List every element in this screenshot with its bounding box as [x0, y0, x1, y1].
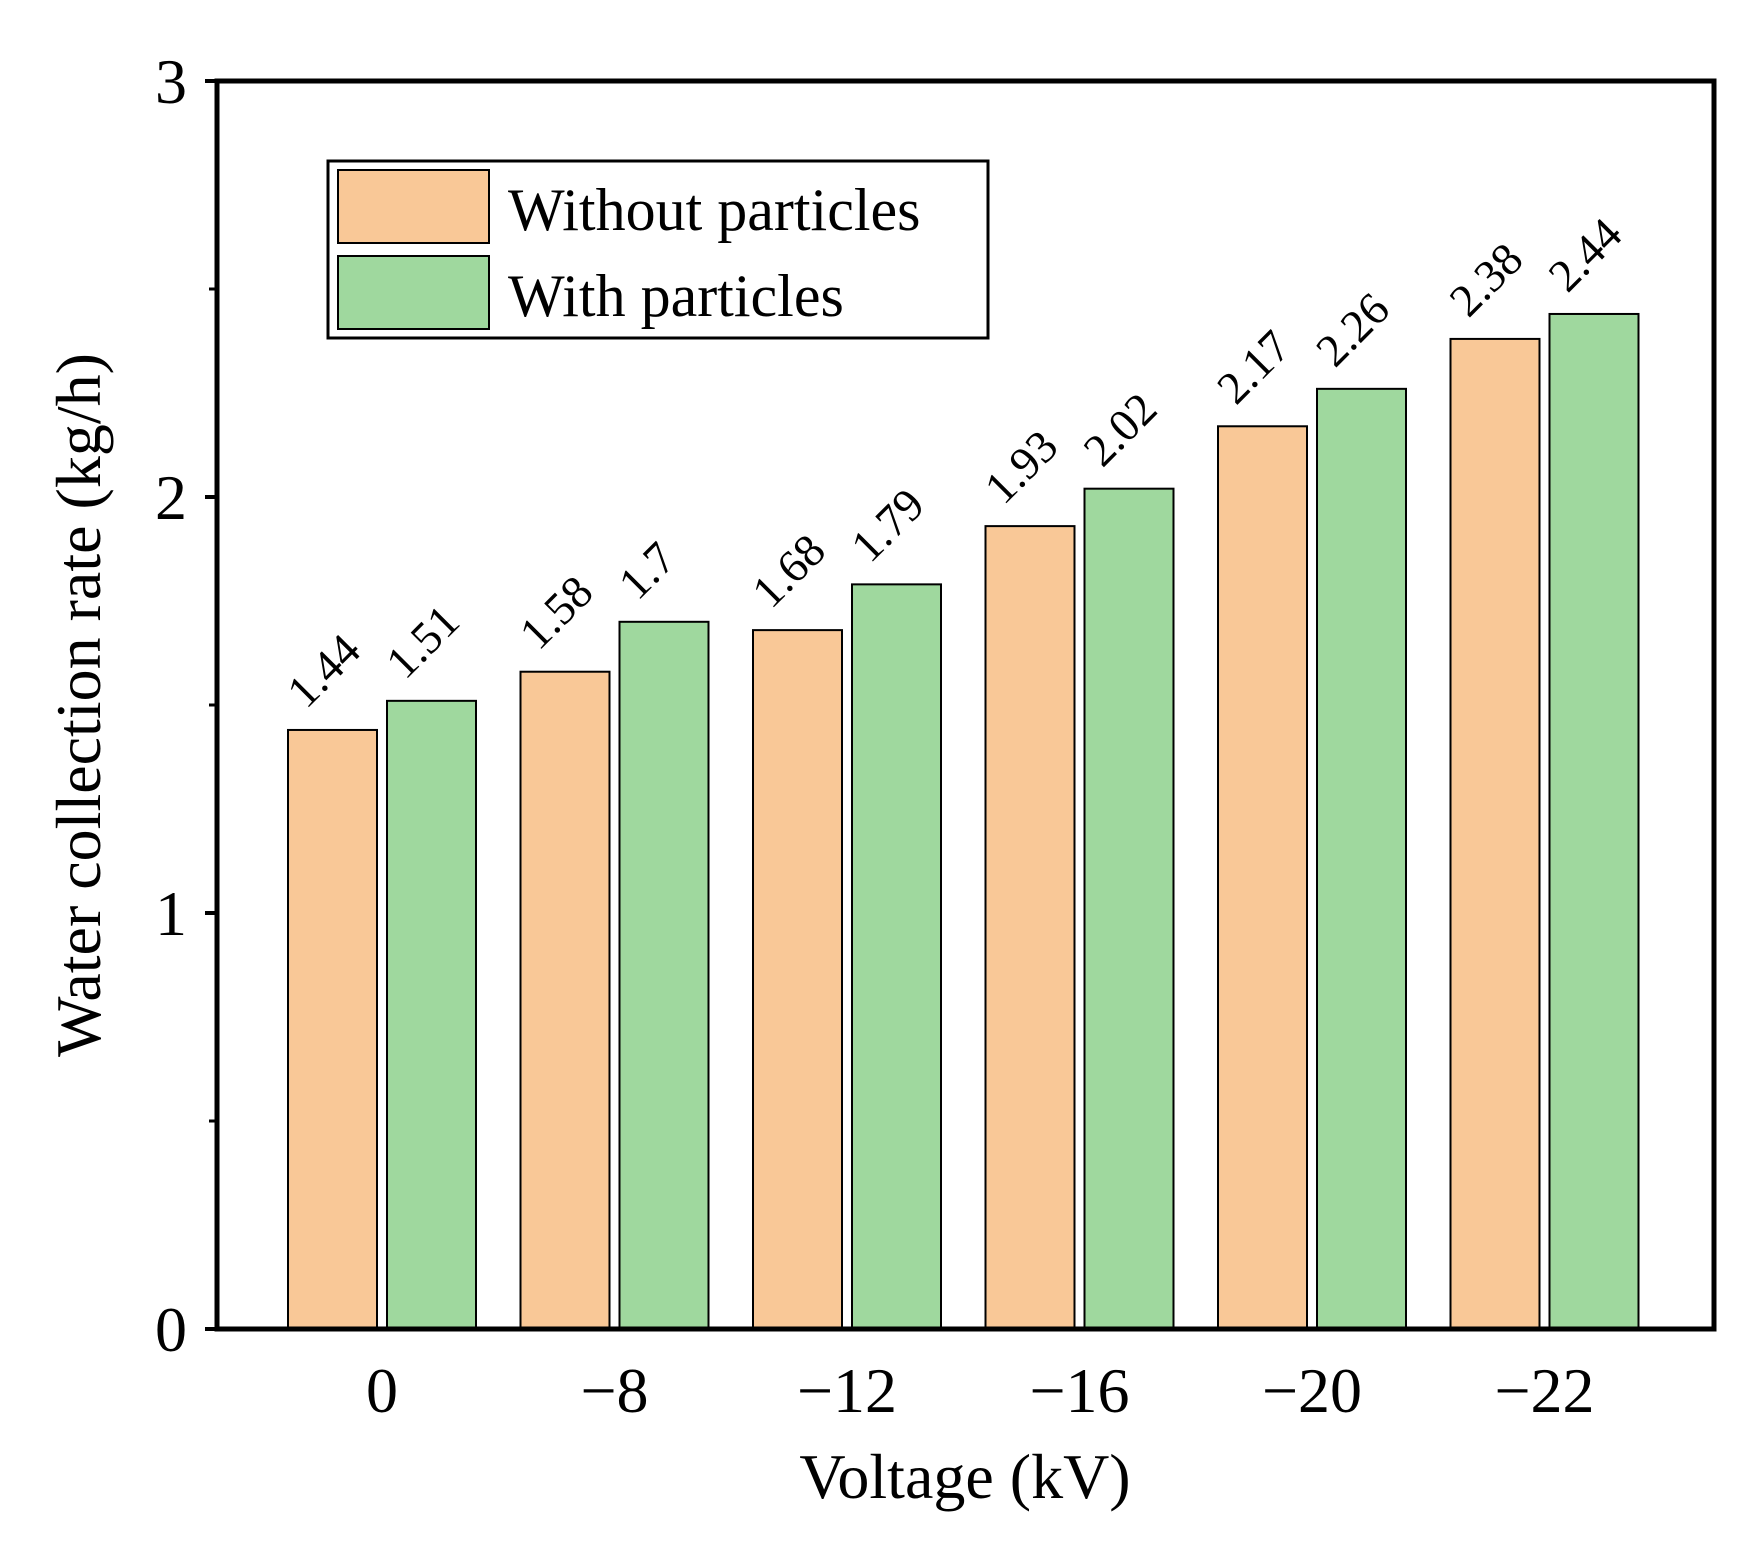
data-label-without-particles-3: 1.93 — [975, 420, 1068, 513]
bar-with-particles-4 — [1316, 387, 1407, 1330]
x-tick-label-2: −12 — [797, 1355, 897, 1426]
x-tick-label-0: 0 — [366, 1355, 398, 1426]
data-label-without-particles-4: 2.17 — [1207, 320, 1300, 413]
data-label-with-particles-0: 1.51 — [376, 595, 469, 688]
x-tick-label-4: −20 — [1262, 1355, 1362, 1426]
data-label-with-particles-5: 2.44 — [1539, 208, 1632, 301]
bar-without-particles-4 — [1217, 425, 1308, 1330]
legend-label-with-particles: With particles — [508, 263, 844, 329]
y-tick-label-2: 2 — [155, 462, 187, 533]
y-tick-label-1: 1 — [155, 878, 187, 949]
bar-without-particles-2 — [752, 629, 843, 1330]
bar-with-particles-5 — [1548, 312, 1640, 1330]
bar-with-particles-1 — [618, 620, 710, 1330]
data-label-with-particles-4: 2.26 — [1306, 283, 1399, 376]
data-label-with-particles-1: 1.7 — [609, 532, 686, 609]
y-axis-ticks: 0 1 2 3 — [155, 46, 217, 1365]
legend-swatch-with-particles — [337, 255, 490, 330]
x-tick-label-1: −8 — [580, 1355, 648, 1426]
bar-without-particles-1 — [519, 670, 611, 1330]
data-label-without-particles-5: 2.38 — [1440, 233, 1533, 326]
x-axis-ticks: 0 −8 −12 −16 −20 −22 — [366, 1355, 1595, 1426]
bar-without-particles-0 — [287, 728, 378, 1330]
x-tick-label-5: −22 — [1494, 1355, 1594, 1426]
bar-without-particles-5 — [1449, 337, 1541, 1331]
data-label-with-particles-2: 1.79 — [841, 478, 934, 571]
y-axis-title: Water collection rate (kg/h) — [43, 353, 114, 1057]
legend-swatch-without-particles — [337, 169, 490, 244]
bar-with-particles-2 — [851, 583, 942, 1330]
x-axis-title: Voltage (kV) — [799, 1441, 1130, 1512]
bar-with-particles-3 — [1083, 487, 1175, 1330]
y-tick-label-3: 3 — [155, 46, 187, 117]
bar-with-particles-0 — [386, 699, 477, 1330]
legend-label-without-particles: Without particles — [508, 177, 920, 243]
data-label-with-particles-3: 2.02 — [1074, 383, 1167, 476]
bar-without-particles-3 — [984, 525, 1076, 1330]
bars-group — [287, 312, 1640, 1331]
legend: Without particles With particles — [326, 159, 990, 340]
x-tick-label-3: −16 — [1029, 1355, 1129, 1426]
data-label-without-particles-1: 1.58 — [510, 566, 603, 659]
data-label-without-particles-2: 1.68 — [742, 524, 835, 617]
data-label-without-particles-0: 1.44 — [277, 624, 370, 717]
y-tick-label-0: 0 — [155, 1294, 187, 1365]
